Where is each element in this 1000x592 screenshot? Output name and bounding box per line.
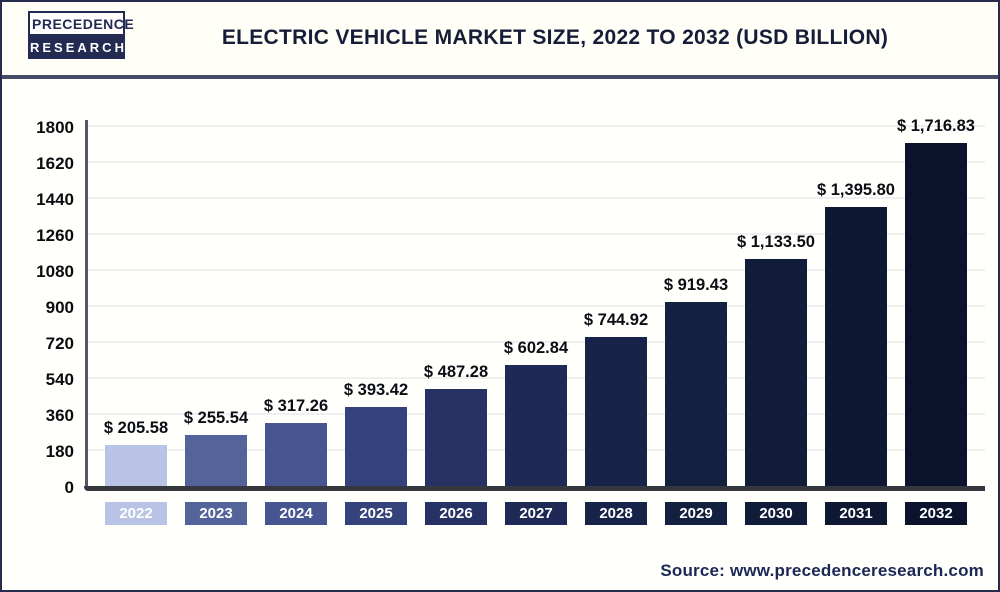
bar-slot: $ 317.26 (263, 396, 329, 486)
x-axis-label-2028: 2028 (585, 502, 647, 525)
bar-value-label: $ 1,716.83 (897, 116, 975, 135)
bar-value-label: $ 602.84 (503, 339, 569, 358)
y-tick-label: 180 (45, 442, 74, 461)
header: PRECEDENCE RESEARCH ELECTRIC VEHICLE MAR… (2, 2, 998, 75)
bar-value-label: $ 255.54 (183, 408, 249, 427)
gridline (87, 305, 985, 307)
x-axis-label-2030: 2030 (745, 502, 807, 525)
y-tick-label: 1260 (36, 226, 74, 245)
bar-2026 (425, 388, 487, 486)
bar-slot: $ 1,133.50 (737, 233, 815, 486)
x-axis-label-2025: 2025 (345, 502, 407, 525)
bar-slot: $ 602.84 (503, 339, 569, 486)
header-divider (2, 75, 998, 79)
gridline (87, 125, 985, 127)
bar-2023 (185, 434, 247, 486)
x-axis-label-2022: 2022 (105, 502, 167, 525)
y-tick-label: 1080 (36, 262, 74, 281)
bar-slot: $ 1,395.80 (817, 181, 895, 486)
x-axis-label-2026: 2026 (425, 502, 487, 525)
bar-2031 (825, 206, 887, 486)
x-axis-labels: 2022 2023 2024 2025 2026 2027 2028 2029 2030 2031… (87, 502, 985, 525)
bar-value-label: $ 393.42 (343, 381, 409, 400)
y-tick-label: 720 (45, 334, 74, 353)
x-axis-label-2032: 2032 (905, 502, 967, 525)
bar-2022 (105, 444, 167, 486)
y-tick-label: 540 (45, 370, 74, 389)
bar-2025 (345, 407, 407, 486)
y-tick-label: 1800 (36, 118, 74, 137)
bar-value-label: $ 1,133.50 (737, 233, 815, 252)
y-tick-label: 1620 (36, 154, 74, 173)
logo-line1: PRECEDENCE (28, 11, 134, 36)
gridline (87, 269, 985, 271)
source-attribution: Source: www.precedenceresearch.com (660, 561, 984, 580)
y-tick-label: 1440 (36, 190, 74, 209)
bar-2030 (745, 259, 807, 486)
bars-row: $ 205.58 $ 255.54 $ 317.26 $ 393.42 $ 487.28… (87, 117, 985, 486)
precedence-research-logo: PRECEDENCE RESEARCH (28, 11, 134, 59)
bar-value-label: $ 487.28 (423, 362, 489, 381)
bar-slot: $ 255.54 (183, 408, 249, 486)
bar-slot: $ 744.92 (583, 311, 649, 486)
bar-2024 (265, 422, 327, 486)
y-tick-label: 360 (45, 406, 74, 425)
bar-value-label: $ 744.92 (583, 311, 649, 330)
y-axis-line (85, 120, 88, 489)
x-axis-label-2024: 2024 (265, 502, 327, 525)
x-axis-label-2029: 2029 (665, 502, 727, 525)
bar-slot: $ 393.42 (343, 381, 409, 486)
bar-value-label: $ 1,395.80 (817, 180, 895, 199)
gridline (87, 197, 985, 199)
bar-2029 (665, 302, 727, 486)
x-axis-label-2031: 2031 (825, 502, 887, 525)
x-axis-line (84, 486, 985, 491)
x-axis-label-2027: 2027 (505, 502, 567, 525)
bar-2028 (585, 337, 647, 486)
bar-slot: $ 1,716.83 (897, 117, 975, 486)
gridline (87, 161, 985, 163)
bar-value-label: $ 205.58 (103, 418, 169, 437)
gridline (87, 341, 985, 343)
bar-value-label: $ 919.43 (663, 276, 729, 295)
chart-title: ELECTRIC VEHICLE MARKET SIZE, 2022 TO 20… (221, 26, 889, 49)
bar-slot: $ 205.58 (103, 418, 169, 486)
logo-line2: RESEARCH (28, 36, 125, 59)
bar-2032 (905, 142, 967, 486)
bar-2027 (505, 365, 567, 486)
x-axis-label-2023: 2023 (185, 502, 247, 525)
bar-value-label: $ 317.26 (263, 396, 329, 415)
bar-slot: $ 487.28 (423, 362, 489, 486)
y-tick-label: 0 (64, 478, 74, 497)
gridline (87, 233, 985, 235)
y-tick-label: 900 (45, 298, 74, 317)
bar-slot: $ 919.43 (663, 276, 729, 486)
